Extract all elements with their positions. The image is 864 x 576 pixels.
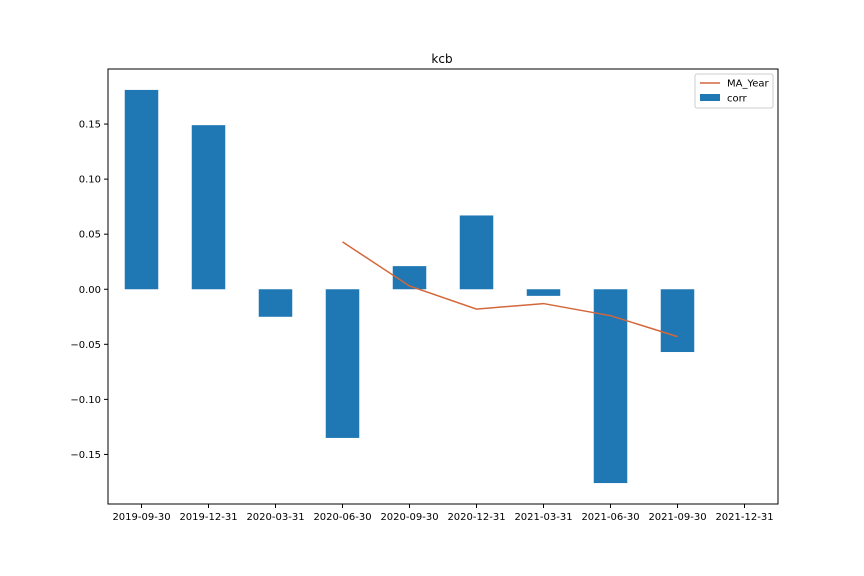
- bar: [124, 89, 159, 290]
- y-axis: −0.15 −0.10 −0.05 0.00 0.05 0.10 0.15: [70, 120, 108, 461]
- bar: [660, 289, 695, 353]
- bar: [526, 289, 561, 296]
- y-tick-label: −0.15: [70, 450, 101, 461]
- bar: [191, 125, 226, 290]
- y-tick-label: −0.10: [70, 395, 101, 406]
- y-tick-label: 0.05: [79, 230, 101, 241]
- y-tick-label: 0.00: [79, 285, 101, 296]
- x-tick-label: 2021-09-30: [648, 512, 706, 523]
- plot-frame: [107, 68, 779, 505]
- bar: [593, 289, 628, 484]
- line-series: [342, 241, 678, 338]
- legend-label-corr: corr: [727, 94, 748, 105]
- bar: [258, 289, 293, 317]
- bar-series: [124, 89, 695, 484]
- x-tick-label: 2020-06-30: [313, 512, 371, 523]
- y-tick-label: 0.15: [79, 120, 101, 131]
- bar: [392, 266, 427, 290]
- x-tick-label: 2019-09-30: [112, 512, 170, 523]
- y-tick-label: 0.10: [79, 175, 101, 186]
- bar: [459, 215, 494, 290]
- x-tick-label: 2020-03-31: [246, 512, 304, 523]
- x-tick-label: 2019-12-31: [179, 512, 237, 523]
- chart-title: kcb: [431, 52, 452, 66]
- ma-year-line: [342, 241, 678, 338]
- x-tick-label: 2020-12-31: [447, 512, 505, 523]
- legend-bar-swatch: [700, 94, 720, 101]
- x-tick-label: 2021-06-30: [581, 512, 639, 523]
- y-tick-label: −0.05: [70, 340, 101, 351]
- x-axis: 2019-09-30 2019-12-31 2020-03-31 2020-06-30…: [112, 504, 774, 523]
- bar: [325, 289, 360, 438]
- legend-label-ma-year: MA_Year: [727, 79, 770, 90]
- x-tick-label: 2020-09-30: [380, 512, 438, 523]
- x-tick-label: 2021-03-31: [514, 512, 572, 523]
- x-tick-label: 2021-12-31: [715, 512, 773, 523]
